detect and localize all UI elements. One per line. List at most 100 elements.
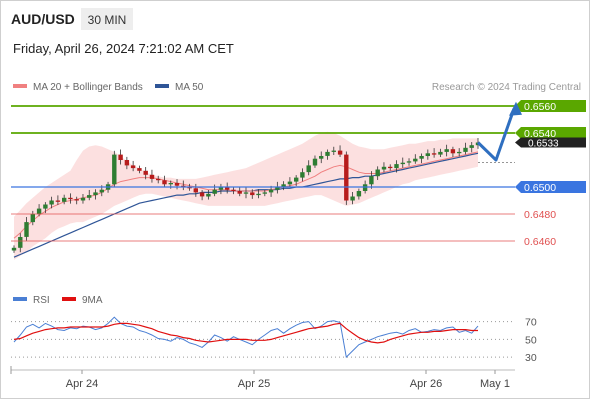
price-panel bbox=[11, 131, 481, 260]
rsi-ma9-line bbox=[13, 322, 478, 344]
candle-body bbox=[419, 156, 424, 159]
candle-body bbox=[281, 184, 286, 187]
candle-body bbox=[406, 161, 412, 163]
x-tick-label: May 1 bbox=[480, 378, 510, 390]
timestamp: Friday, April 26, 2024 7:21:02 AM CET bbox=[13, 41, 234, 56]
candle-body bbox=[306, 165, 311, 173]
legend-ma20-label: MA 20 + Bollinger Bands bbox=[33, 82, 143, 93]
level-tag-0.6500 bbox=[515, 181, 586, 193]
candle-body bbox=[168, 183, 173, 185]
candle-body bbox=[431, 153, 437, 155]
forecast-path bbox=[476, 108, 516, 162]
candle-body bbox=[80, 197, 86, 201]
credit-text: Research © 2024 Trading Central bbox=[432, 82, 581, 93]
rsi-level-label-50: 50 bbox=[525, 334, 537, 346]
candle-body bbox=[218, 187, 224, 190]
level-value-0.6500: 0.6500 bbox=[524, 182, 556, 194]
candle-body bbox=[469, 145, 474, 148]
candle-body bbox=[162, 180, 167, 185]
candle-body bbox=[337, 150, 343, 155]
candle-body bbox=[287, 181, 293, 185]
level-value-0.6480: 0.6480 bbox=[524, 209, 556, 221]
candle-body bbox=[319, 156, 324, 159]
x-tick-label: Apr 25 bbox=[238, 378, 270, 390]
candle-body bbox=[256, 193, 261, 196]
candle-body bbox=[344, 154, 349, 201]
candle-body bbox=[30, 214, 35, 223]
x-tick-label: Apr 24 bbox=[66, 378, 98, 390]
x-tick-label: Apr 26 bbox=[410, 378, 442, 390]
level-tag-0.6560 bbox=[515, 100, 586, 112]
candle-body bbox=[225, 187, 230, 190]
candle-body bbox=[294, 177, 299, 182]
candle-body bbox=[300, 172, 305, 178]
candle-body bbox=[174, 183, 180, 186]
timeframe-label: 30 MIN bbox=[88, 13, 127, 27]
legend-ma50-label: MA 50 bbox=[175, 82, 204, 93]
candle-body bbox=[199, 192, 205, 197]
candle-body bbox=[331, 150, 336, 152]
last-price-tag bbox=[515, 137, 586, 148]
candle-body bbox=[438, 151, 443, 155]
candle-body bbox=[149, 174, 155, 179]
x-axis: Apr 24 Apr 25 Apr 26 May 1 bbox=[10, 366, 510, 390]
candle-body bbox=[457, 151, 462, 154]
candle-body bbox=[275, 187, 280, 190]
candle-body bbox=[130, 165, 136, 169]
candle-body bbox=[124, 160, 130, 166]
candle-body bbox=[394, 164, 399, 169]
level-value-0.6560: 0.6560 bbox=[524, 101, 556, 113]
candle-body bbox=[193, 188, 198, 193]
rsi-line bbox=[13, 316, 479, 359]
candle-body bbox=[62, 197, 67, 202]
candle-body bbox=[312, 158, 318, 166]
candle-body bbox=[93, 192, 98, 196]
candle-body bbox=[356, 191, 362, 197]
candle-body bbox=[36, 208, 42, 214]
rsi-level-label-30: 30 bbox=[525, 352, 537, 364]
candle-body bbox=[400, 162, 405, 165]
candle-body bbox=[381, 166, 387, 170]
candle-body bbox=[425, 153, 430, 156]
candle-body bbox=[18, 237, 23, 248]
candle-body bbox=[55, 200, 61, 202]
candle-body bbox=[262, 192, 267, 194]
candle-body bbox=[325, 151, 330, 156]
candle-body bbox=[413, 158, 418, 162]
candle-body bbox=[450, 149, 456, 154]
level-value-0.6540: 0.6540 bbox=[524, 128, 556, 140]
level-value-0.6460: 0.6460 bbox=[524, 236, 556, 248]
symbol-title: AUD/USD bbox=[11, 11, 75, 27]
candle-body bbox=[112, 154, 117, 185]
rsi-panel: 70 50 30 bbox=[11, 316, 537, 364]
candle-body bbox=[68, 197, 73, 200]
last-price-value: 0.6533 bbox=[528, 138, 559, 149]
candle-body bbox=[206, 193, 211, 197]
forecast-arrowhead bbox=[509, 101, 522, 116]
candle-body bbox=[369, 176, 374, 185]
candle-body bbox=[99, 189, 104, 193]
candle-body bbox=[156, 178, 161, 181]
candle-body bbox=[350, 196, 355, 201]
candle-body bbox=[444, 149, 449, 152]
levels-layer: 0.6560 0.6540 0.6500 0.6480 0.6460 0.6533 bbox=[11, 100, 586, 248]
candle-body bbox=[463, 147, 468, 152]
candle-body bbox=[49, 200, 54, 205]
timeframe-badge[interactable] bbox=[81, 8, 133, 30]
candle-body bbox=[237, 191, 242, 194]
candle-body bbox=[24, 222, 29, 237]
candle-body bbox=[375, 169, 380, 177]
candle-body bbox=[11, 247, 17, 251]
candle-body bbox=[243, 192, 249, 194]
level-tag-0.6540 bbox=[515, 127, 586, 139]
legend-rsi-label: RSI bbox=[33, 295, 50, 306]
candle-body bbox=[250, 192, 255, 196]
candle-body bbox=[137, 168, 142, 171]
candle-body bbox=[268, 189, 274, 193]
legend-9ma-label: 9MA bbox=[82, 295, 103, 306]
candle-body bbox=[74, 199, 79, 201]
candle-body bbox=[212, 189, 217, 194]
candle-body bbox=[87, 195, 92, 198]
